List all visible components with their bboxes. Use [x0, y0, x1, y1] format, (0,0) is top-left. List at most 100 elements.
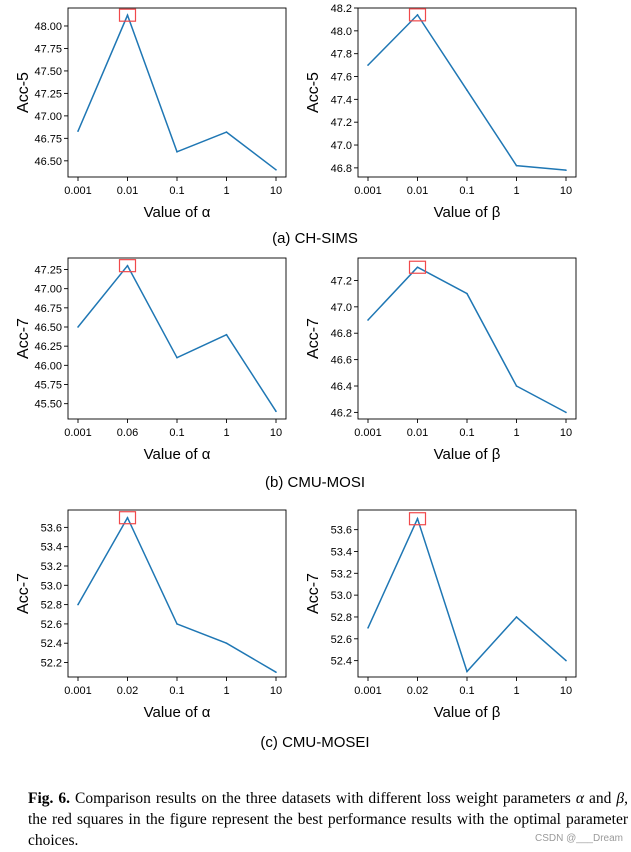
series-line: [367, 516, 567, 673]
x-tick-label: 0.01: [407, 427, 428, 439]
x-axis-label: Value of α: [144, 204, 211, 221]
chart-panel-6: 52.4 52.6 52.8 53.0 53.2 53.4 53.6 0.001 0.02 0.1…: [305, 509, 577, 721]
x-tick-label: 0.001: [354, 185, 382, 197]
data-point: [565, 411, 567, 414]
y-tick-label: 53.2: [41, 561, 62, 573]
y-axis-label: Acc-7: [305, 318, 322, 359]
x-tick-label: 10: [270, 185, 282, 197]
x-tick-label: 10: [560, 185, 572, 197]
y-tick-label: 45.75: [34, 380, 62, 392]
x-tick-label: 0.02: [407, 685, 428, 697]
data-point: [225, 131, 228, 133]
series-line: [77, 516, 277, 673]
plot-frame: [357, 509, 577, 678]
y-tick-label: 47.4: [331, 94, 352, 106]
y-tick-label: 48.00: [34, 21, 62, 33]
y-tick-label: 46.50: [34, 156, 62, 168]
y-tick-label: 52.6: [41, 619, 62, 631]
caption-text-1: Comparison results on the three datasets…: [70, 790, 576, 807]
caption-label: Fig. 6.: [28, 790, 71, 807]
x-tick-label: 0.1: [169, 685, 184, 697]
data-point: [77, 130, 79, 132]
best-highlight-square: [408, 512, 427, 526]
best-highlight-square: [408, 260, 427, 274]
y-tick-label: 53.4: [41, 542, 62, 554]
x-tick-label: 0.1: [459, 427, 474, 439]
data-point: [367, 319, 369, 321]
x-axis-label: Value of β: [434, 446, 501, 463]
y-tick-label: 52.6: [331, 634, 352, 646]
x-tick-label: 10: [560, 685, 572, 697]
y-tick-label: 46.2: [331, 407, 352, 419]
charts-container: 46.50 46.75 47.00 47.25 47.50 47.75 48.00 0.001…: [15, 3, 577, 721]
y-tick-label: 53.4: [331, 546, 352, 558]
plot-frame: [357, 7, 577, 178]
x-tick-label: 1: [223, 185, 229, 197]
chart-panel-5: 52.2 52.4 52.6 52.8 53.0 53.2 53.4 53.6 0.001 0.0…: [15, 509, 287, 721]
y-tick-label: 47.8: [331, 49, 352, 61]
y-axis-label: Acc-7: [15, 573, 32, 614]
y-tick-label: 52.4: [41, 638, 62, 650]
chart-panel-1: 46.50 46.75 47.00 47.25 47.50 47.75 48.00 0.001…: [15, 7, 287, 221]
data-point: [77, 603, 79, 606]
data-point: [416, 14, 419, 16]
y-tick-label: 53.2: [331, 568, 352, 580]
series-line: [367, 266, 567, 414]
y-axis-label: Acc-7: [305, 573, 322, 614]
subcaption-c: (c) CMU-MOSEI: [260, 734, 369, 751]
y-tick-label: 52.8: [41, 600, 62, 612]
x-tick-label: 0.1: [169, 427, 184, 439]
y-tick-label: 47.75: [34, 43, 62, 55]
x-tick-label: 10: [270, 427, 282, 439]
y-tick-label: 46.50: [34, 322, 62, 334]
y-tick-label: 46.4: [331, 381, 352, 393]
x-tick-label: 1: [513, 685, 519, 697]
figure-caption: Fig. 6. Comparison results on the three …: [28, 788, 628, 851]
x-tick-label: 1: [223, 685, 229, 697]
y-tick-label: 47.0: [331, 140, 352, 152]
y-tick-label: 46.6: [331, 355, 352, 367]
y-tick-label: 45.50: [34, 399, 62, 411]
y-tick-label: 47.2: [331, 275, 352, 287]
data-point: [466, 292, 468, 295]
data-point: [367, 64, 369, 66]
y-tick-label: 46.75: [34, 303, 62, 315]
x-tick-label: 10: [270, 685, 282, 697]
caption-text-2: and: [583, 790, 617, 807]
best-highlight-square: [118, 511, 137, 525]
y-tick-label: 47.2: [331, 117, 352, 129]
y-tick-label: 46.00: [34, 360, 62, 372]
plot-frame: [67, 509, 287, 678]
data-point: [416, 266, 419, 269]
plot-frame: [357, 257, 577, 420]
y-axis-label: Acc-5: [15, 72, 32, 113]
chart-panel-3: 45.50 45.75 46.00 46.25 46.50 46.75 47.00 47.25…: [15, 257, 287, 463]
watermark: CSDN @___Dream: [535, 833, 623, 844]
x-axis-label: Value of α: [144, 704, 211, 721]
x-axis-label: Value of β: [434, 204, 501, 221]
data-point: [565, 169, 567, 171]
data-point: [275, 410, 277, 413]
x-tick-label: 0.01: [117, 185, 138, 197]
data-point: [515, 164, 518, 167]
y-tick-label: 46.8: [331, 328, 352, 340]
data-point: [126, 264, 129, 267]
y-axis-label: Acc-5: [305, 72, 322, 113]
y-tick-label: 47.50: [34, 66, 62, 78]
y-tick-label: 52.2: [41, 658, 62, 670]
data-point: [515, 616, 518, 618]
y-tick-label: 47.6: [331, 72, 352, 84]
data-point: [367, 627, 369, 629]
data-point: [225, 642, 228, 645]
x-tick-label: 0.1: [459, 685, 474, 697]
series-line: [77, 264, 277, 412]
x-tick-label: 1: [513, 427, 519, 439]
subcaption-b: (b) CMU-MOSI: [265, 474, 365, 491]
caption-text-3: , the red squares in the figure represen…: [28, 790, 628, 849]
x-tick-label: 0.001: [354, 685, 382, 697]
caption-beta: β: [616, 790, 625, 807]
data-point: [225, 333, 228, 336]
x-tick-label: 1: [223, 427, 229, 439]
y-tick-label: 46.8: [331, 163, 352, 175]
x-tick-label: 0.001: [64, 427, 92, 439]
